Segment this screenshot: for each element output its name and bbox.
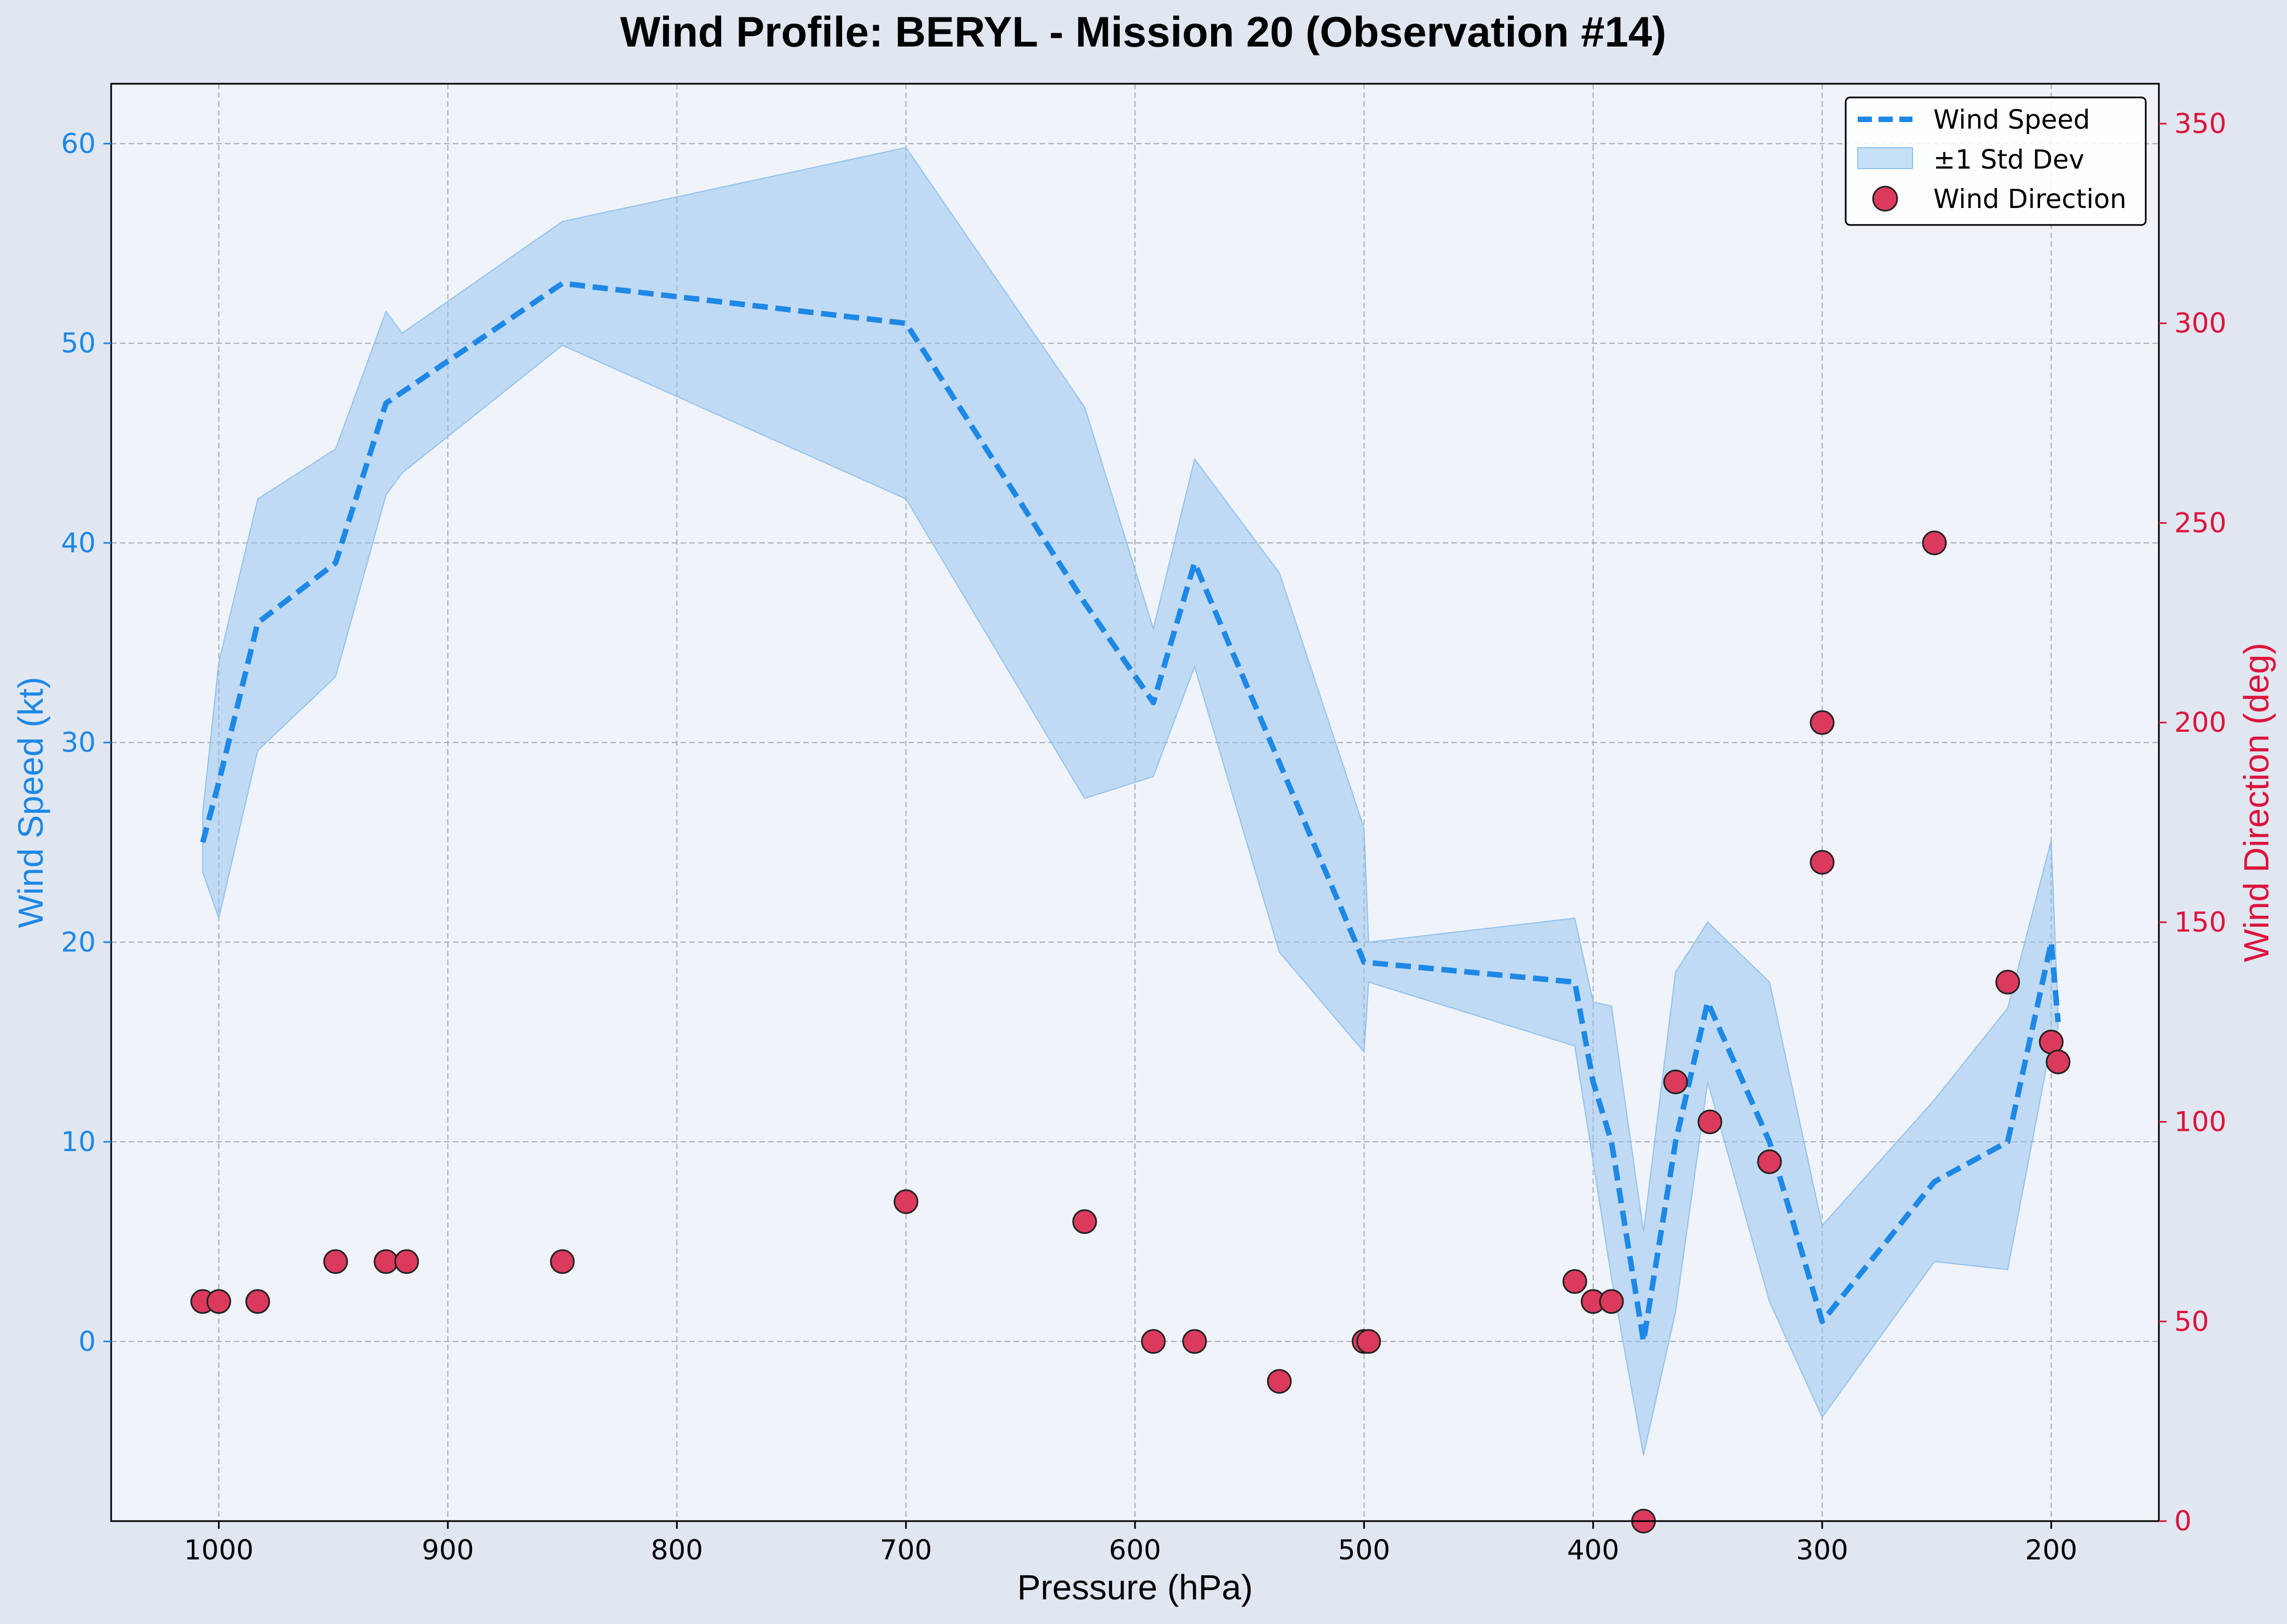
x-tick-label: 700 [880, 1534, 932, 1566]
legend: Wind Speed ±1 Std Dev Wind Direction [1845, 96, 2147, 226]
wind-speed-line [200, 280, 2061, 1344]
wind-direction-point [550, 1249, 575, 1274]
std-dev-band-layer [202, 147, 2059, 1455]
wind-direction-point [894, 1189, 919, 1214]
wind-direction-point [1922, 530, 1947, 556]
wind-direction-point [1697, 1109, 1723, 1135]
wind-direction-point [394, 1249, 419, 1274]
y-tick-label: 60 [61, 128, 96, 159]
y-tick-label: 0 [78, 1326, 96, 1357]
y2-tick-label: 150 [2174, 906, 2226, 938]
x-tick-label: 900 [422, 1534, 474, 1566]
wind-direction-point [1810, 710, 1835, 735]
x-tick-label: 600 [1109, 1534, 1161, 1566]
y-tick-label: 50 [61, 327, 96, 359]
wind-direction-layer [190, 530, 2071, 1534]
legend-speed-label: Wind Speed [1933, 105, 2090, 135]
y-tick-label: 10 [61, 1126, 96, 1158]
y2-tick-label: 350 [2174, 108, 2226, 140]
y2-tick-label: 250 [2174, 507, 2226, 539]
y2-axis-label: Wind Direction (deg) [2237, 643, 2276, 962]
x-tick-label: 200 [2025, 1534, 2077, 1566]
wind-direction-point [1810, 849, 1835, 875]
wind-direction-point [245, 1289, 270, 1314]
x-tick-label: 800 [651, 1534, 703, 1566]
wind-direction-point [1995, 969, 2020, 995]
wind-direction-point [1141, 1329, 1166, 1354]
x-tick-label: 400 [1567, 1534, 1619, 1566]
wind-direction-point [2046, 1049, 2071, 1074]
wind-direction-point [1072, 1209, 1097, 1234]
wind-direction-point [1182, 1329, 1207, 1354]
x-axis-label: Pressure (hPa) [1017, 1568, 1253, 1607]
y2-tick-label: 0 [2174, 1505, 2192, 1537]
x-axis-ticks: 1000 900 800 700 600 500 400 300 200 [184, 1521, 2077, 1566]
y2-tick-label: 200 [2174, 707, 2226, 738]
x-tick-label: 300 [1796, 1534, 1848, 1566]
wind-speed-layer [200, 280, 2061, 1344]
wind-direction-point [1757, 1149, 1782, 1174]
legend-direction-marker [1872, 186, 1898, 212]
wind-direction-point [1267, 1369, 1292, 1394]
legend-box [1845, 96, 2147, 226]
x-tick-label: 500 [1338, 1534, 1390, 1566]
std-dev-band [202, 147, 2059, 1455]
wind-direction-point [206, 1289, 232, 1314]
chart-title: Wind Profile: BERYL - Mission 20 (Observ… [620, 8, 1667, 56]
x-tick-label: 1000 [184, 1534, 254, 1566]
y2-tick-label: 50 [2174, 1305, 2209, 1337]
y2-tick-label: 300 [2174, 308, 2226, 339]
wind-direction-point [1562, 1269, 1587, 1294]
wind-direction-point [1599, 1289, 1624, 1314]
y-tick-label: 20 [61, 926, 96, 958]
legend-direction-label: Wind Direction [1933, 184, 2127, 215]
legend-band-label: ±1 Std Dev [1933, 145, 2084, 175]
y-axis-label: Wind Speed (kt) [11, 677, 50, 928]
y-tick-label: 40 [61, 527, 96, 559]
y2-tick-label: 100 [2174, 1106, 2226, 1138]
wind-direction-point [323, 1249, 348, 1274]
y-tick-label: 30 [61, 727, 96, 759]
y-axis-ticks: 0 10 20 30 40 50 60 [61, 128, 111, 1357]
wind-direction-point [373, 1249, 399, 1274]
wind-direction-point [1356, 1329, 1381, 1354]
y2-axis-ticks: 0 50 100 150 200 250 300 350 [2159, 108, 2226, 1537]
wind-direction-point [1663, 1070, 1688, 1095]
legend-band-swatch [1857, 147, 1913, 169]
